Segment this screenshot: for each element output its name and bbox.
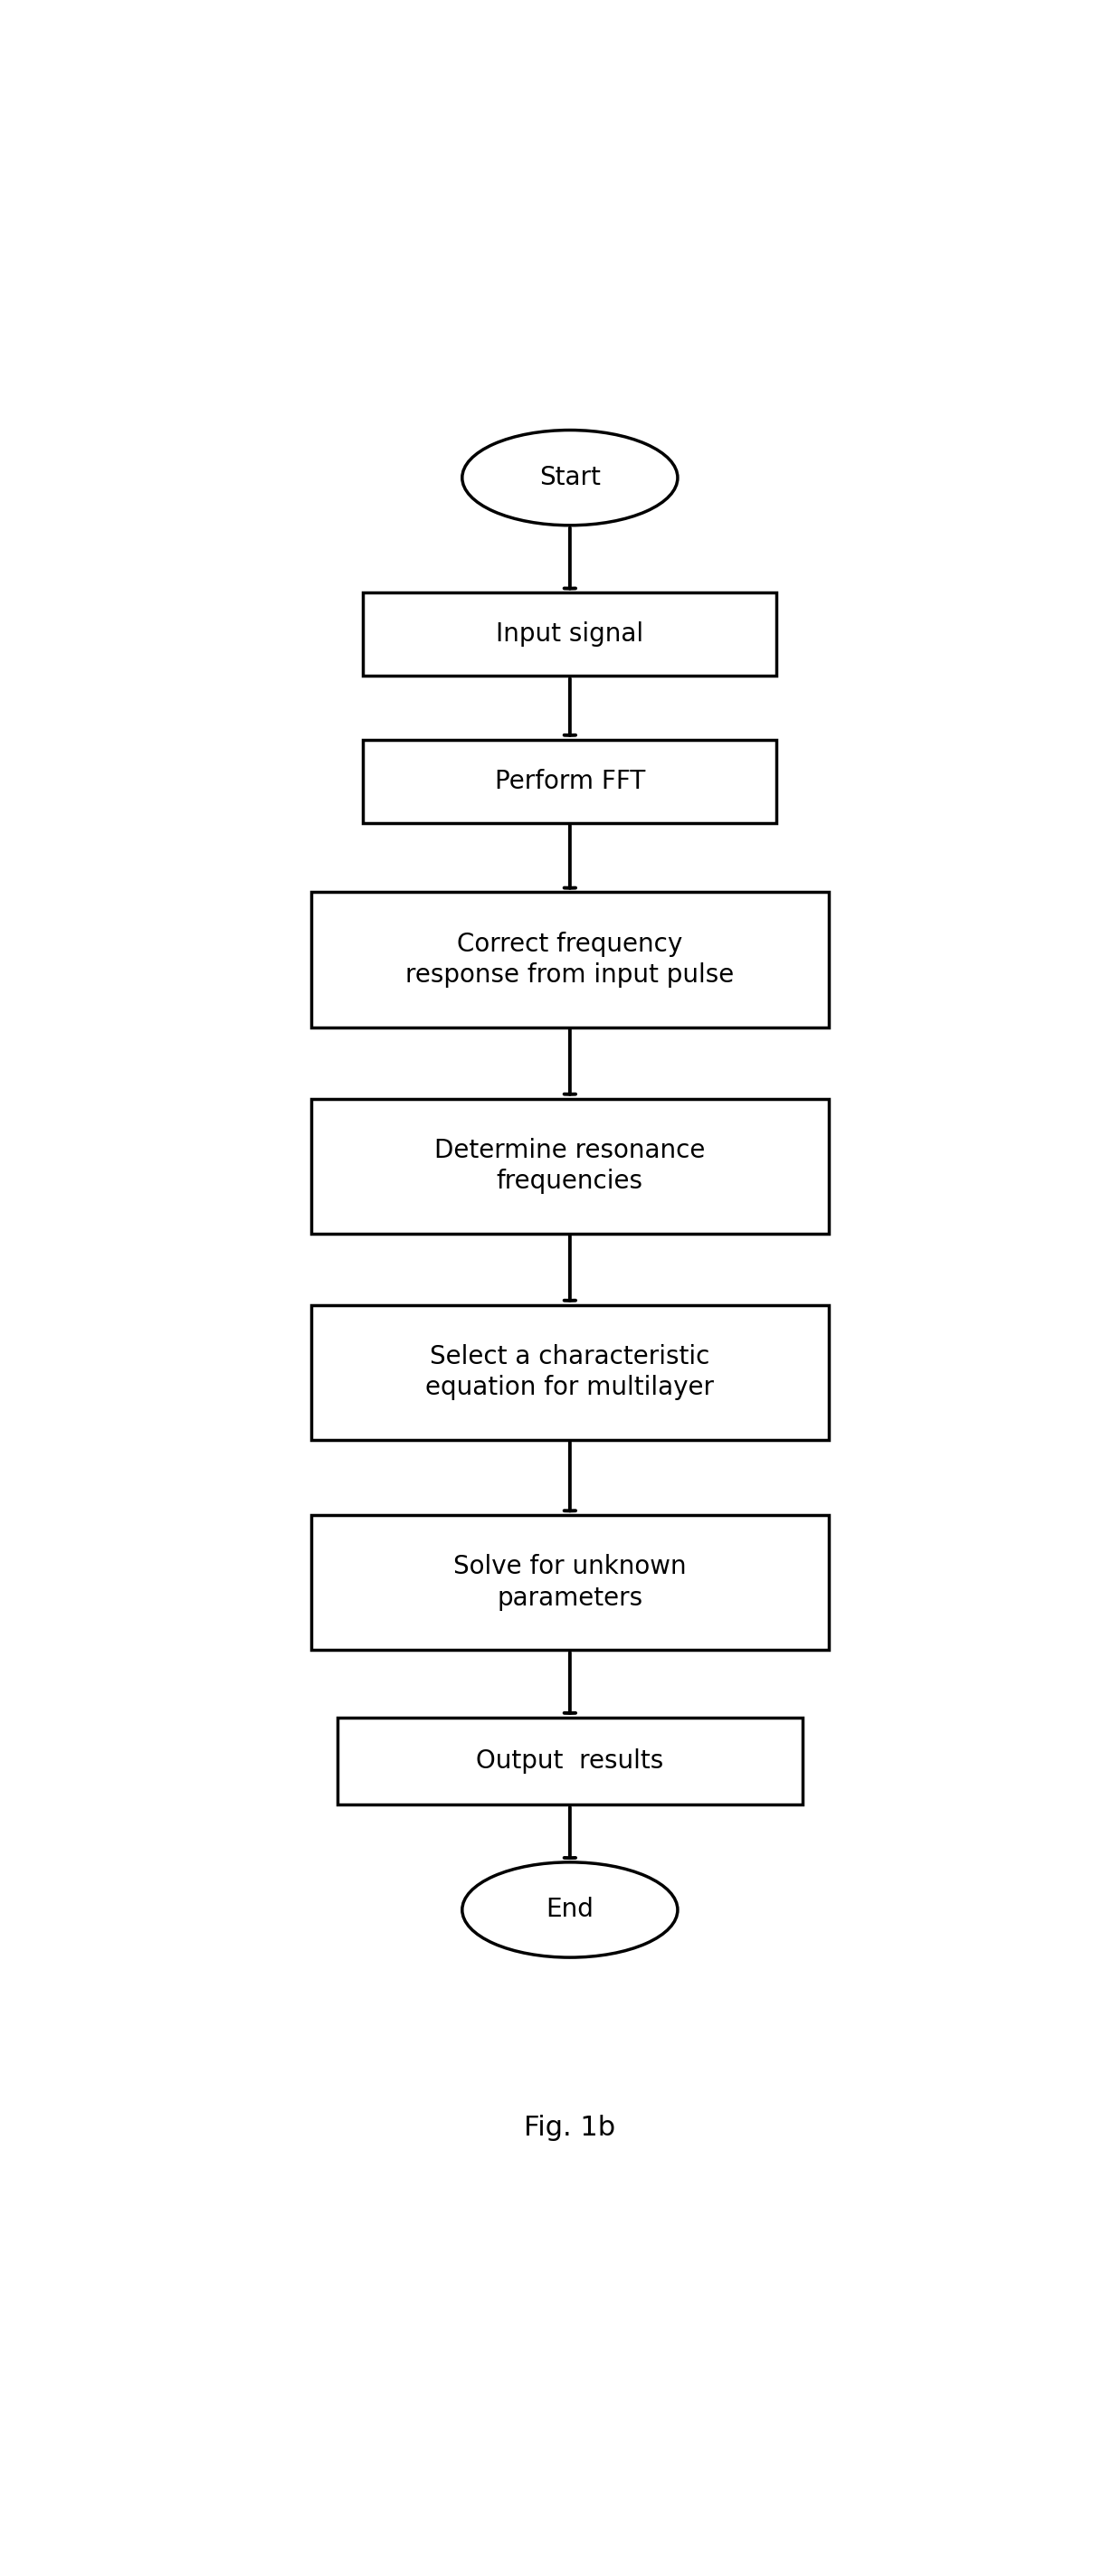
Text: Select a characteristic
equation for multilayer: Select a characteristic equation for mul…: [426, 1345, 714, 1401]
Text: Perform FFT: Perform FFT: [495, 768, 645, 793]
FancyBboxPatch shape: [311, 891, 828, 1028]
Ellipse shape: [463, 1862, 677, 1958]
Text: Start: Start: [539, 466, 600, 489]
Text: Solve for unknown
parameters: Solve for unknown parameters: [454, 1553, 686, 1610]
Text: End: End: [546, 1896, 594, 1922]
FancyBboxPatch shape: [363, 739, 777, 822]
FancyBboxPatch shape: [337, 1718, 803, 1806]
Text: Determine resonance
frequencies: Determine resonance frequencies: [435, 1139, 705, 1195]
FancyBboxPatch shape: [311, 1097, 828, 1234]
Ellipse shape: [463, 430, 677, 526]
Text: Fig. 1b: Fig. 1b: [524, 2115, 616, 2141]
FancyBboxPatch shape: [363, 592, 777, 675]
Text: Correct frequency
response from input pulse: Correct frequency response from input pu…: [406, 933, 734, 989]
FancyBboxPatch shape: [311, 1306, 828, 1440]
Text: Output  results: Output results: [476, 1749, 664, 1775]
FancyBboxPatch shape: [311, 1515, 828, 1651]
Text: Input signal: Input signal: [496, 621, 644, 647]
